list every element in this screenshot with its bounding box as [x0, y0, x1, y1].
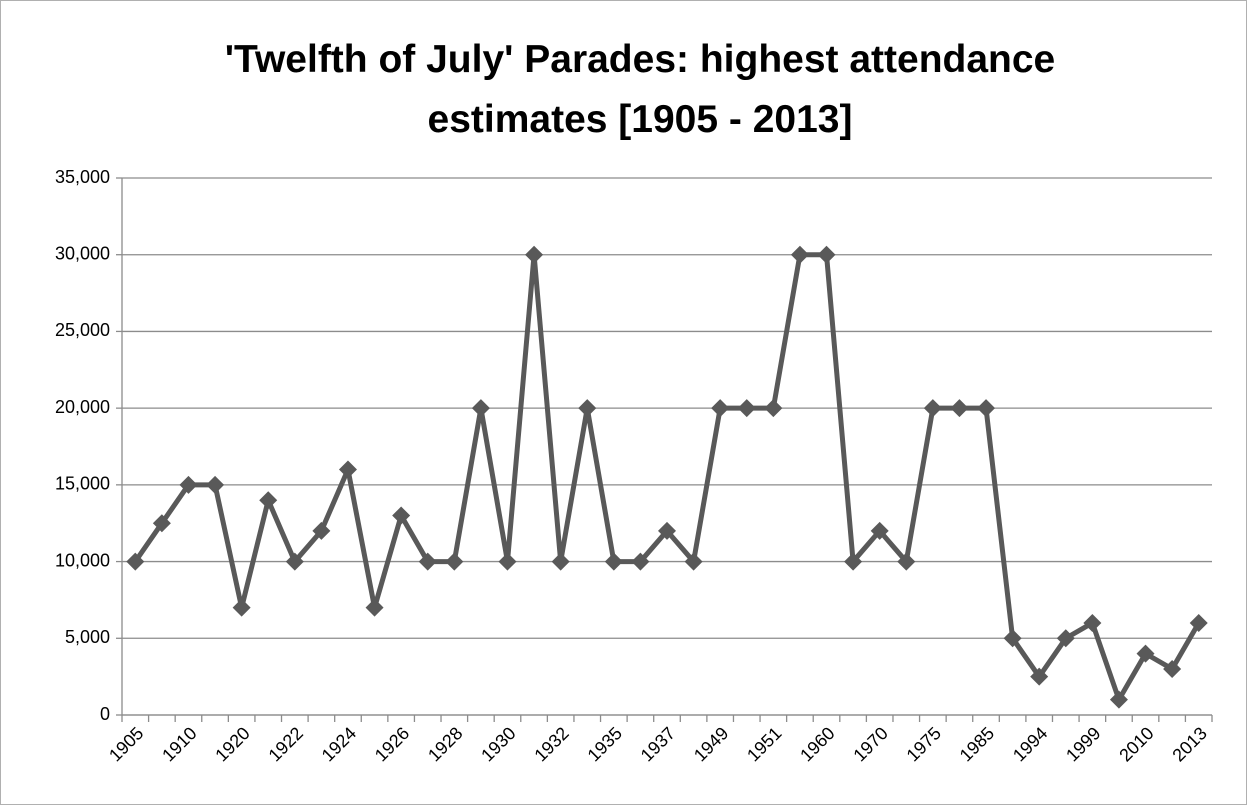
data-point	[870, 521, 889, 540]
x-tick-label: 2013	[1168, 723, 1210, 765]
y-tick-label: 35,000	[55, 167, 110, 187]
x-tick-label: 1999	[1062, 723, 1104, 765]
data-point	[658, 521, 676, 540]
data-point	[631, 552, 650, 571]
data-point	[206, 475, 225, 494]
x-tick-label: 1975	[903, 723, 945, 765]
x-tick-label: 1970	[849, 723, 891, 765]
data-point	[285, 552, 304, 571]
x-tick-label: 2010	[1115, 723, 1157, 765]
x-tick-label: 1922	[265, 723, 307, 765]
data-point	[551, 552, 570, 571]
chart-title: 'Twelfth of July' Parades: highest atten…	[224, 38, 1056, 141]
data-point	[179, 475, 198, 494]
data-point	[418, 552, 437, 571]
data-point	[764, 399, 783, 418]
data-point	[1003, 629, 1022, 648]
data-point	[259, 491, 278, 510]
series-line	[133, 252, 1201, 703]
x-tick-label: 1935	[584, 723, 626, 765]
x-tick-label: 1905	[105, 723, 147, 765]
data-point	[445, 552, 464, 571]
data-point	[897, 552, 916, 571]
data-point	[1083, 613, 1102, 632]
x-tick-label: 1924	[318, 723, 360, 765]
y-tick-label: 15,000	[55, 474, 110, 494]
x-tick-label: 1928	[424, 723, 466, 765]
x-tick-label: 1949	[690, 723, 732, 765]
x-tick-label: 1960	[796, 723, 838, 765]
data-point	[312, 521, 331, 540]
x-tick-label: 1994	[1009, 723, 1051, 765]
y-tick-label: 25,000	[55, 320, 110, 340]
y-tick-label: 20,000	[55, 397, 110, 417]
x-tick-label: 1910	[158, 723, 200, 765]
x-tick-label: 1930	[477, 723, 519, 765]
data-point	[471, 399, 490, 418]
x-tick-label: 1932	[530, 723, 572, 765]
data-point	[790, 245, 809, 264]
x-tick-label: 1985	[956, 723, 998, 765]
y-tick-label: 0	[100, 704, 110, 724]
data-point	[1163, 659, 1182, 678]
data-point	[1189, 613, 1208, 632]
data-point	[152, 514, 171, 533]
data-point	[1030, 667, 1049, 686]
data-point	[604, 552, 623, 571]
x-tick-label: 1926	[371, 723, 413, 765]
data-point	[232, 598, 251, 617]
data-point	[1109, 690, 1128, 709]
data-point	[525, 245, 544, 264]
data-point	[365, 598, 384, 617]
data-point	[338, 460, 357, 479]
x-tick-label: 1937	[637, 723, 679, 765]
y-tick-label: 10,000	[55, 550, 110, 570]
data-point	[711, 399, 730, 418]
data-point	[498, 552, 517, 571]
x-tick-label: 1951	[743, 723, 785, 765]
data-point	[1136, 644, 1155, 663]
y-tick-label: 5,000	[65, 627, 110, 647]
data-point	[684, 552, 703, 571]
data-point	[950, 399, 969, 418]
data-point	[1056, 629, 1075, 648]
data-point	[126, 552, 145, 571]
data-point	[923, 399, 942, 418]
x-tick-label: 1920	[211, 723, 253, 765]
data-point	[844, 552, 863, 571]
data-point	[977, 399, 996, 418]
data-point	[392, 506, 411, 525]
data-point	[737, 399, 756, 418]
data-point	[578, 399, 597, 418]
y-tick-label: 30,000	[55, 243, 110, 263]
data-point	[817, 245, 836, 264]
